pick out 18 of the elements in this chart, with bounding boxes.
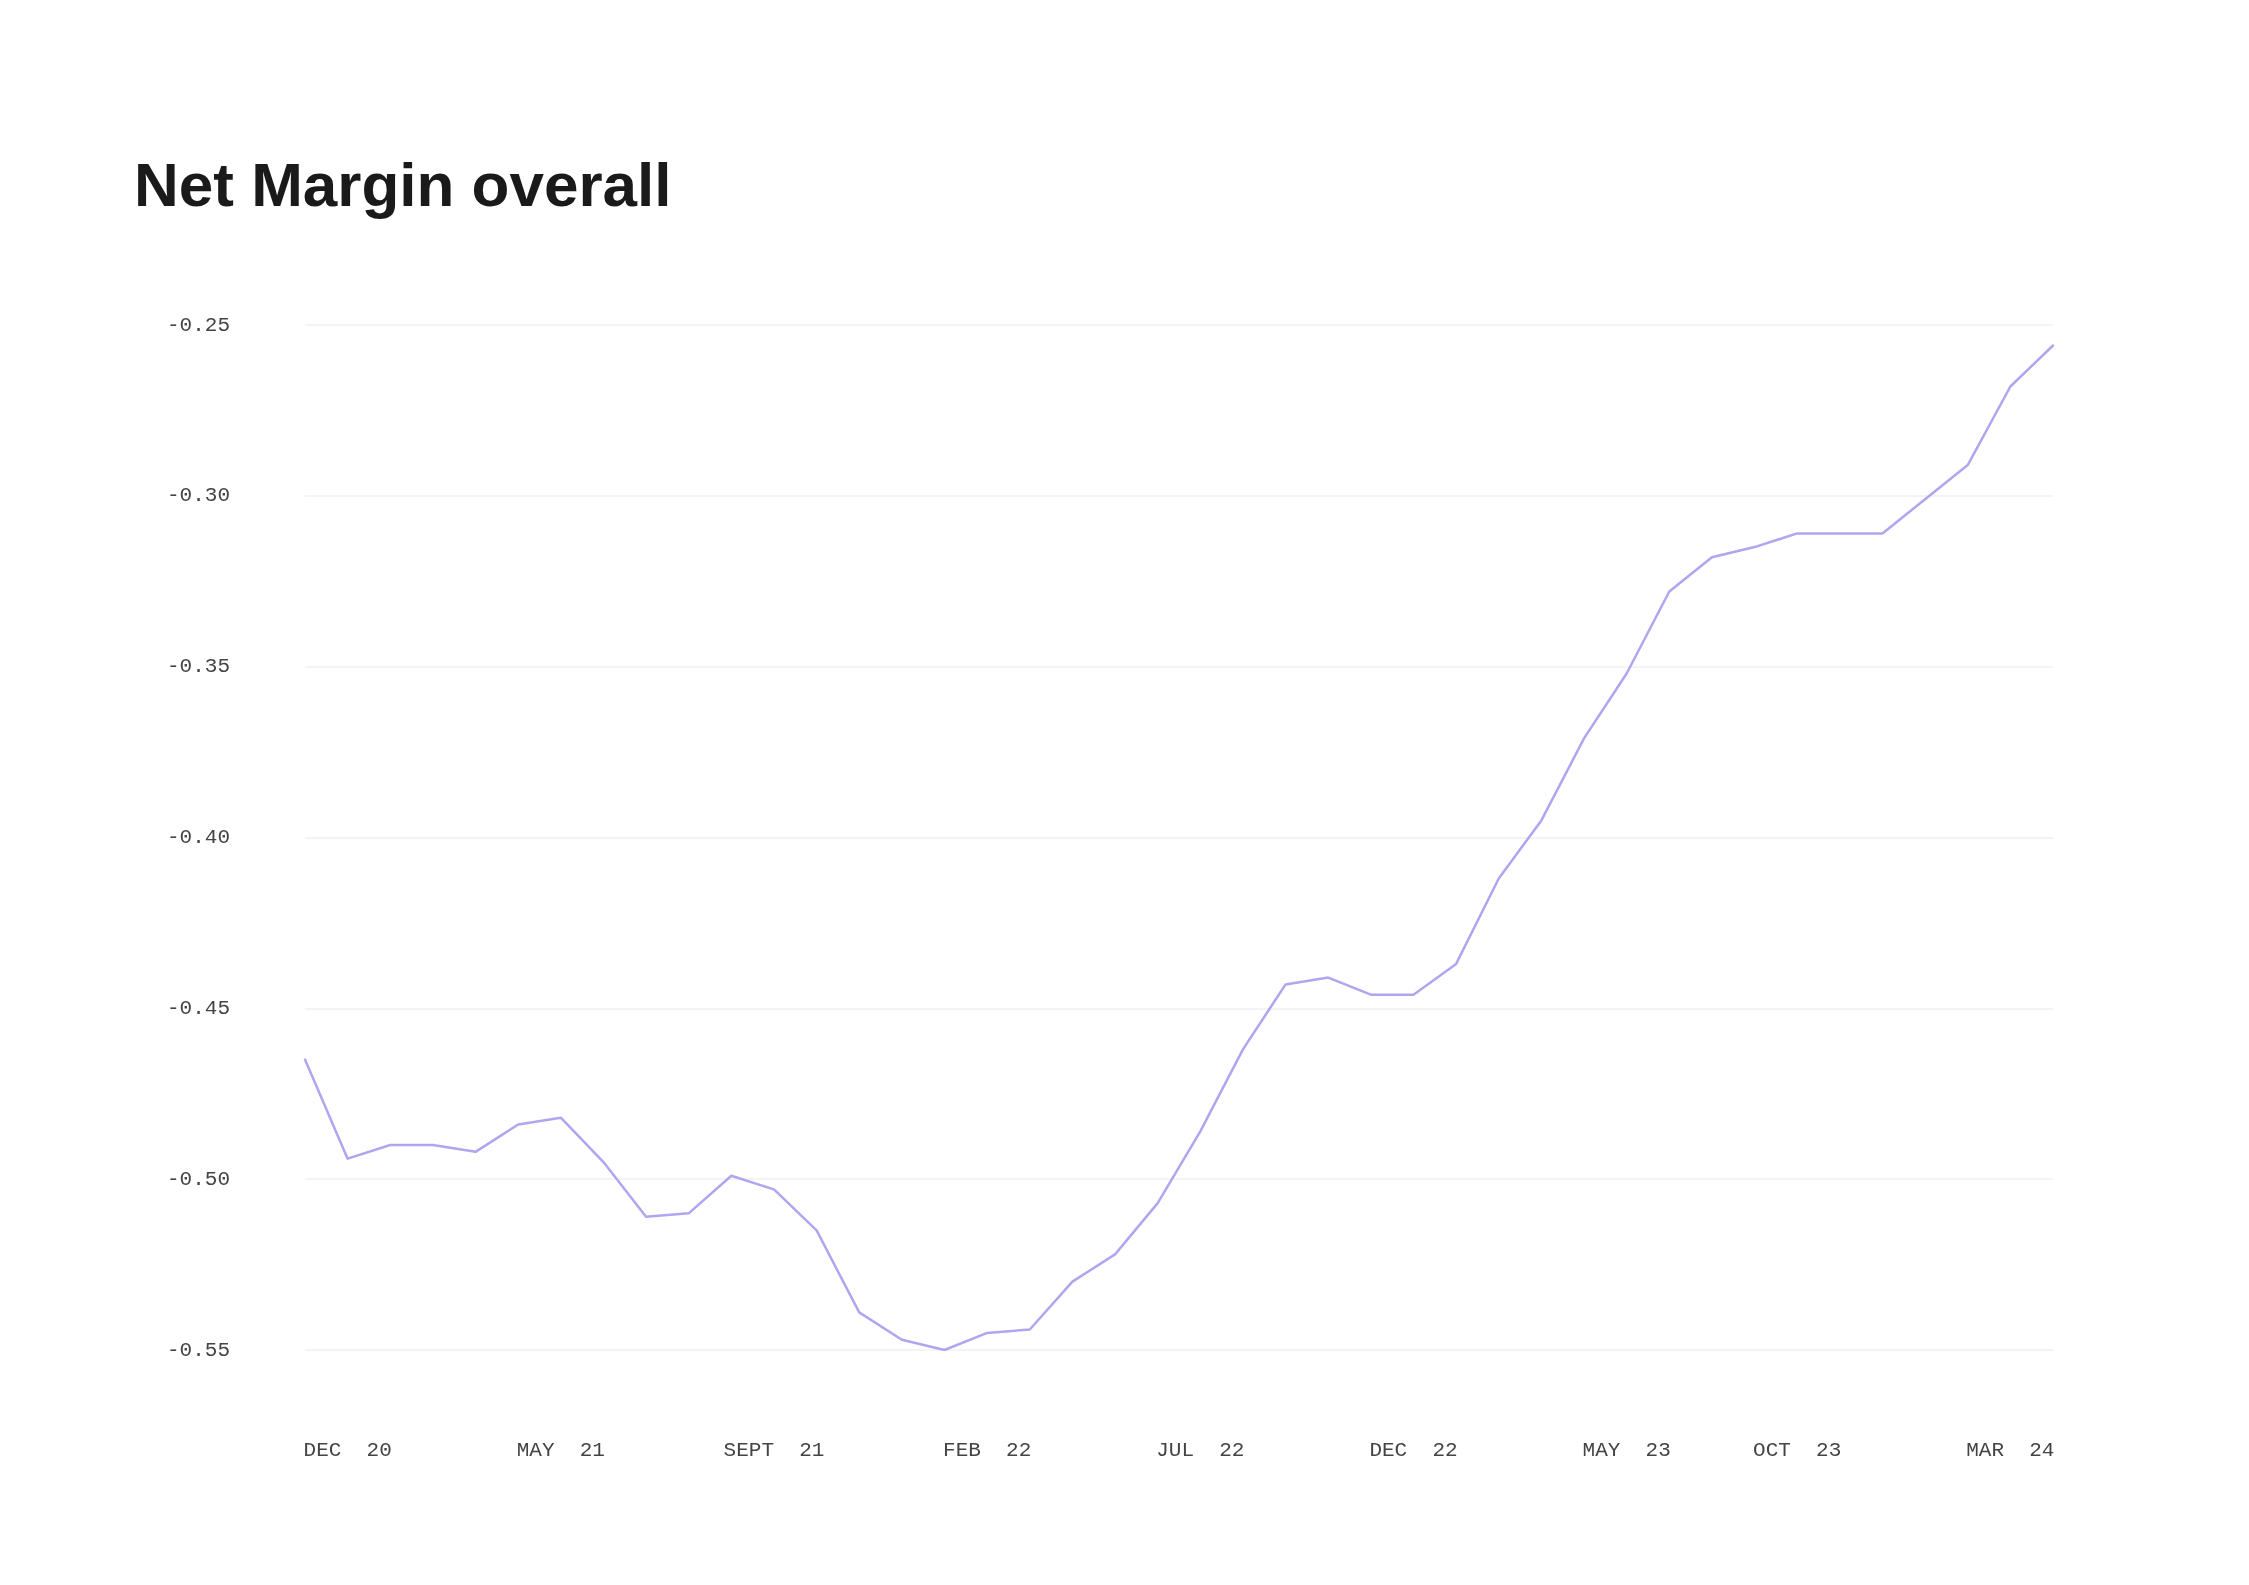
y-tick-label: -0.25 (166, 313, 230, 337)
x-tick-label: SEPT 21 (723, 1439, 825, 1462)
y-tick-label: -0.40 (166, 826, 230, 849)
x-tick-label: OCT 23 (1753, 1439, 1842, 1462)
y-tick-label: -0.50 (166, 1167, 230, 1191)
x-tick-label: MAR 24 (1966, 1439, 2055, 1462)
y-tick-label: -0.30 (166, 484, 230, 508)
line-series (303, 344, 2055, 1352)
x-tick-label: FEB 22 (943, 1439, 1032, 1462)
x-tick-label: JUL 22 (1156, 1439, 1245, 1462)
y-tick-label: -0.45 (166, 996, 230, 1020)
x-tick-label: MAY 23 (1582, 1439, 1671, 1462)
y-tick-label: -0.35 (166, 655, 230, 679)
y-tick-label: -0.55 (166, 1338, 230, 1362)
x-tick-label: DEC 20 (303, 1439, 392, 1462)
chart-title: Net Margin overall (134, 149, 672, 219)
x-tick-label: MAY 21 (516, 1439, 605, 1462)
x-tick-label: DEC 22 (1369, 1439, 1458, 1462)
